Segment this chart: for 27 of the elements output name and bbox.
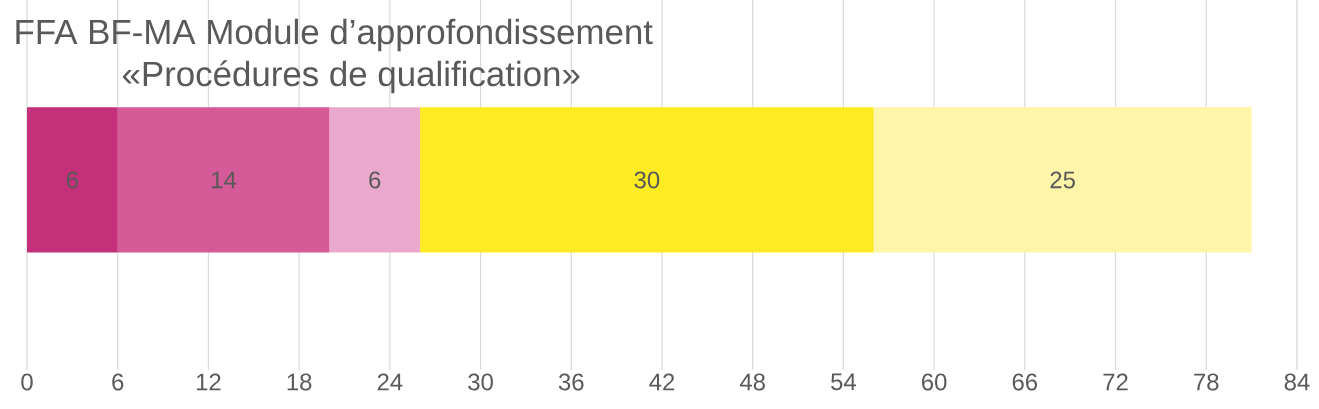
x-tick-label: 48: [739, 373, 765, 391]
x-tick-label: 84: [1284, 373, 1310, 391]
data-label: 6: [369, 171, 381, 189]
x-tick-label: 72: [1103, 373, 1128, 391]
x-tick-label: 36: [558, 373, 584, 391]
bar: [873, 107, 1252, 253]
x-tick-label: 60: [922, 373, 947, 391]
bar: [329, 107, 421, 253]
x-tick-label: 66: [1012, 373, 1038, 391]
bar: [117, 107, 330, 253]
x-tick-label: 24: [377, 373, 403, 391]
text: FFA BF-MA Module d’approfondissement: [16, 18, 653, 52]
x-tick-label: 12: [196, 373, 221, 391]
x-tick-label: 42: [649, 373, 675, 391]
data-label: 6: [66, 171, 78, 189]
data-label: 25: [1050, 171, 1075, 189]
text: «Procédures de qualification»: [122, 60, 580, 94]
data-label: 14: [212, 171, 237, 189]
x-tick-label: 54: [831, 373, 856, 391]
x-tick-label: 0: [21, 373, 33, 391]
x-tick-label: 6: [112, 373, 124, 391]
data-label: 30: [634, 171, 660, 189]
x-tick-label: 78: [1194, 373, 1219, 391]
x-tick-label: 30: [468, 373, 493, 391]
bar: [420, 107, 874, 253]
bar: [27, 107, 118, 253]
x-tick-label: 18: [287, 373, 312, 391]
